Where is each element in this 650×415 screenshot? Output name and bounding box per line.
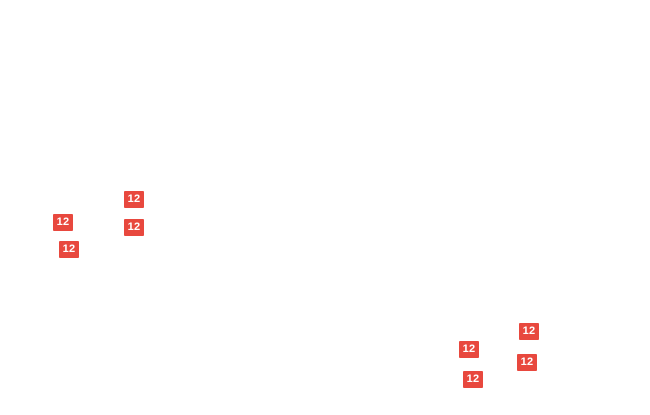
map-marker-label: 12 xyxy=(522,325,536,337)
map-marker[interactable]: 12 xyxy=(59,241,79,258)
map-marker-label: 12 xyxy=(466,373,480,385)
map-marker[interactable]: 12 xyxy=(463,371,483,388)
map-marker-label: 12 xyxy=(520,356,534,368)
map-marker-label: 12 xyxy=(127,221,141,233)
map-marker[interactable]: 12 xyxy=(517,354,537,371)
map-marker[interactable]: 12 xyxy=(519,323,539,340)
map-marker[interactable]: 12 xyxy=(124,191,144,208)
map-marker[interactable]: 12 xyxy=(124,219,144,236)
map-marker[interactable]: 12 xyxy=(459,341,479,358)
map-marker-label: 12 xyxy=(127,193,141,205)
map-marker-label: 12 xyxy=(56,216,70,228)
map-marker-label: 12 xyxy=(462,343,476,355)
map-marker[interactable]: 12 xyxy=(53,214,73,231)
map-marker-label: 12 xyxy=(62,243,76,255)
